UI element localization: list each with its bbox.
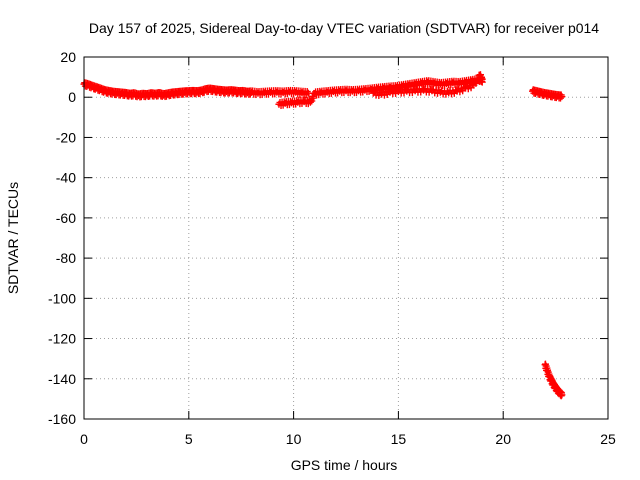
y-axis-label: SDTVAR / TECUs: [5, 182, 21, 294]
x-tick-label: 5: [185, 431, 193, 447]
x-tick-label: 0: [80, 431, 88, 447]
x-tick-label: 20: [495, 431, 511, 447]
y-tick-label: -140: [48, 371, 76, 387]
y-tick-label: -20: [56, 129, 76, 145]
x-tick-label: 15: [391, 431, 407, 447]
data-point: [478, 78, 486, 86]
plot-frame: [83, 56, 609, 420]
y-tick-label: -80: [56, 250, 76, 266]
y-tick-label: 20: [60, 49, 76, 65]
y-tick-label: -120: [48, 331, 76, 347]
grid: [84, 57, 608, 419]
y-tick-label: -40: [56, 170, 76, 186]
chart-title: Day 157 of 2025, Sidereal Day-to-day VTE…: [89, 20, 599, 36]
data-point: [558, 93, 566, 101]
y-tick-label: -100: [48, 290, 76, 306]
data-point: [558, 391, 566, 399]
x-tick-label: 25: [600, 431, 616, 447]
x-axis-label: GPS time / hours: [291, 457, 398, 473]
y-tick-label: -60: [56, 210, 76, 226]
data-marks: [80, 71, 566, 400]
y-tick-label: 0: [68, 89, 76, 105]
x-tick-label: 10: [286, 431, 302, 447]
y-tick-label: -160: [48, 411, 76, 427]
